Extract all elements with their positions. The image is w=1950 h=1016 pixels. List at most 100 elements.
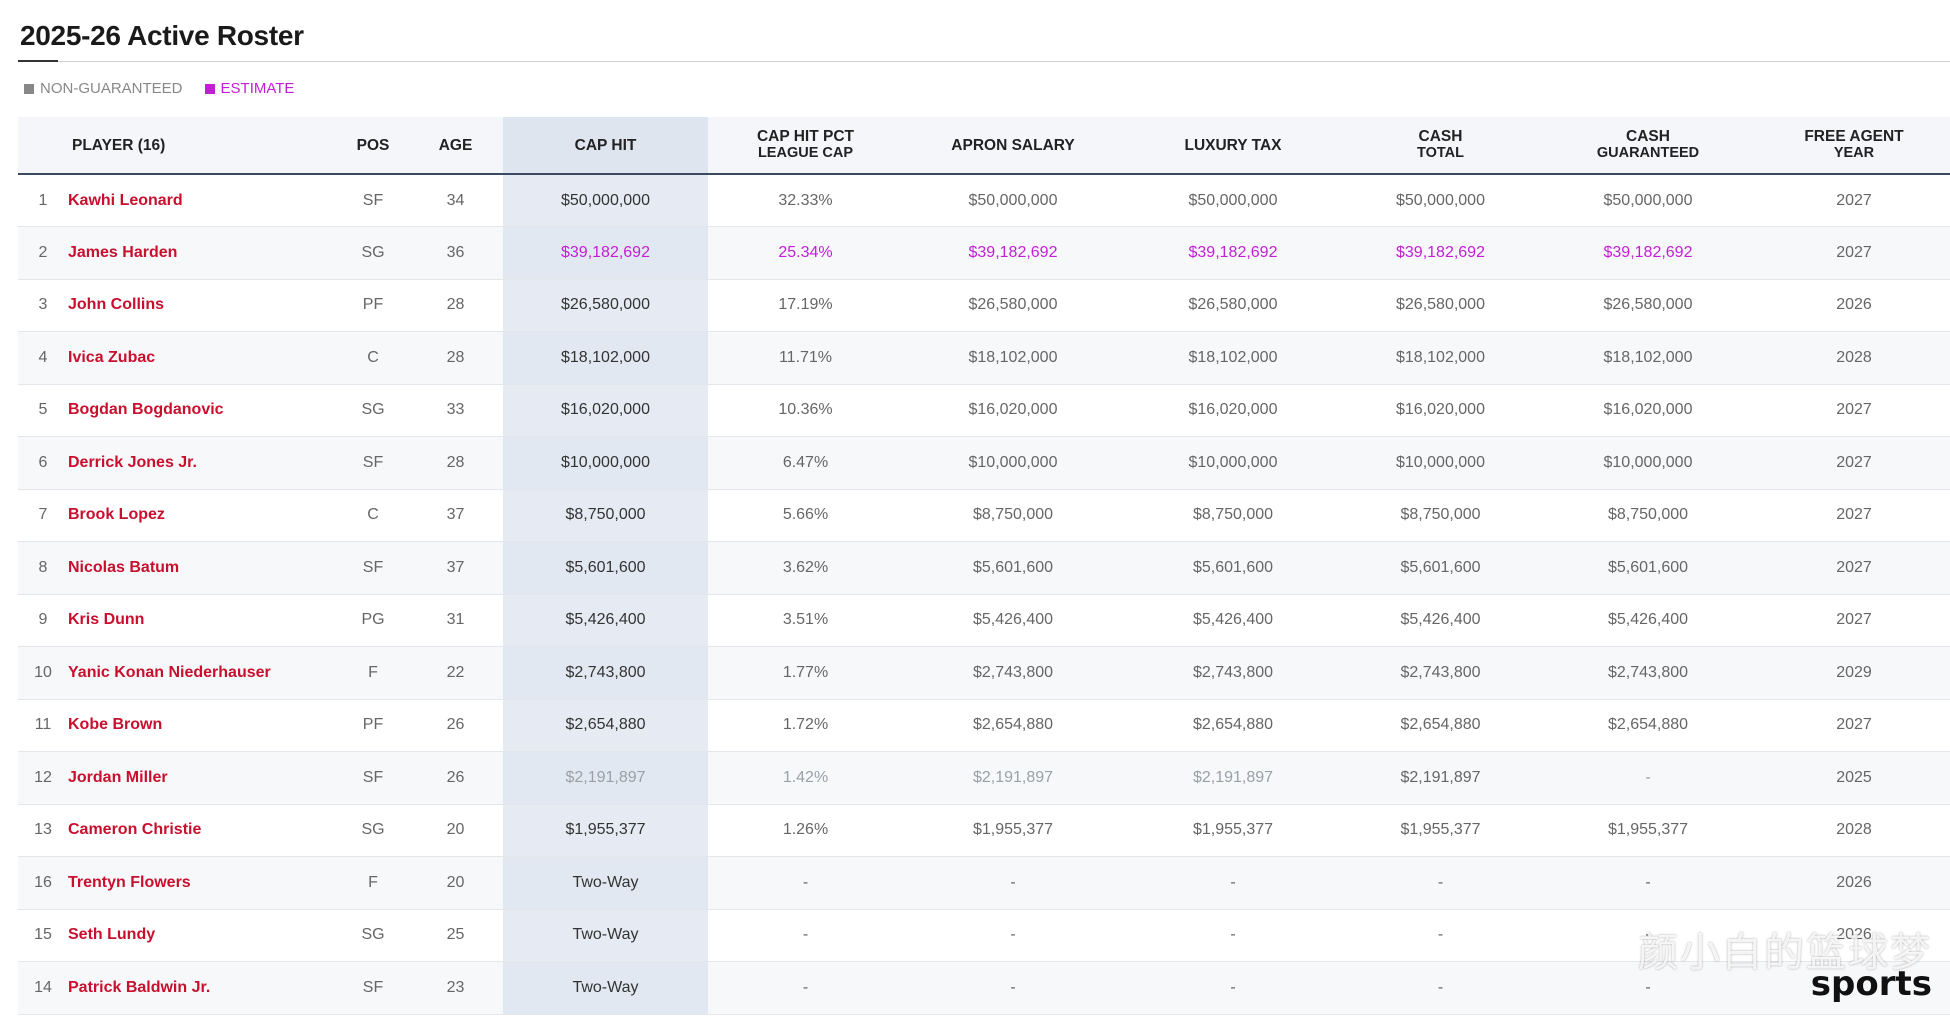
cap-hit-cell: Two-Way [503, 909, 708, 962]
player-link[interactable]: Nicolas Batum [68, 558, 180, 576]
player-position: PF [362, 716, 384, 734]
player-link[interactable]: Ivica Zubac [68, 348, 156, 366]
cash-guaranteed-cell: $50,000,000 [1603, 191, 1693, 209]
header-age[interactable]: AGE [438, 136, 473, 154]
player-link[interactable]: Seth Lundy [68, 926, 156, 944]
player-position: C [367, 506, 379, 524]
cap-hit-cell: $26,580,000 [503, 279, 708, 332]
cash-guaranteed-cell: - [1645, 926, 1651, 944]
luxury-tax-cell: $2,191,897 [1192, 768, 1274, 786]
title-accent-bar [18, 60, 58, 62]
cap-hit-cell: $1,955,377 [503, 804, 708, 857]
header-cash-guaranteed[interactable]: CASH GUARANTEED [1538, 117, 1758, 174]
table-row: 8 Nicolas Batum SF 37 $5,601,600 3.62% $5,601,… [18, 541, 1950, 595]
player-link[interactable]: Cameron Christie [68, 821, 202, 839]
free-agent-year-cell: 2027 [1836, 243, 1872, 261]
player-link[interactable]: Kawhi Leonard [68, 191, 183, 209]
player-name: Kawhi Leonard [68, 174, 338, 227]
player-link[interactable]: John Collins [68, 296, 164, 314]
cap-pct-cell: 1.72% [782, 716, 829, 734]
player-link[interactable]: Yanic Konan Niederhauser [68, 663, 271, 681]
cap-hit-cell: Two-Way [503, 856, 708, 909]
header-cap-pct[interactable]: CAP HIT PCT LEAGUE CAP [708, 117, 903, 174]
cash-guaranteed-cell: $18,102,000 [1603, 348, 1693, 366]
player-position: F [368, 873, 378, 891]
free-agent-year-cell: 2029 [1836, 663, 1872, 681]
header-apron-salary[interactable]: APRON SALARY [951, 136, 1075, 154]
row-rank: 6 [38, 453, 48, 471]
player-name: Seth Lundy [68, 909, 338, 962]
player-name: Bogdan Bogdanovic [68, 384, 338, 437]
row-rank: 15 [34, 926, 52, 944]
apron-salary-cell: $8,750,000 [972, 506, 1054, 524]
player-link[interactable]: Jordan Miller [68, 768, 168, 786]
apron-salary-cell: $39,182,692 [968, 243, 1058, 261]
cap-hit-cell: Two-Way [503, 961, 708, 1014]
free-agent-year-cell: 2028 [1836, 348, 1872, 366]
header-cash-guaranteed-line1: CASH [1626, 128, 1670, 145]
cap-hit-cell: $39,182,692 [503, 226, 708, 279]
row-rank: 13 [34, 821, 52, 839]
table-row: 15 Seth Lundy SG 25 Two-Way - - - - - 2026 [18, 909, 1950, 962]
luxury-tax-cell: $10,000,000 [1188, 453, 1278, 471]
row-rank: 9 [38, 611, 48, 629]
player-position: SF [362, 978, 384, 996]
free-agent-year-cell: 2027 [1836, 191, 1872, 209]
cap-hit-cell: $5,601,600 [503, 541, 708, 594]
legend-non-guaranteed-label: NON-GUARANTEED [40, 80, 183, 97]
player-link[interactable]: Patrick Baldwin Jr. [68, 978, 211, 996]
header-luxury-tax[interactable]: LUXURY TAX [1184, 136, 1282, 154]
player-link[interactable]: James Harden [68, 243, 178, 261]
cash-total-cell: $5,426,400 [1400, 611, 1481, 629]
header-free-agent-year[interactable]: FREE AGENT YEAR [1758, 117, 1950, 174]
cap-pct-cell: - [802, 978, 809, 996]
player-age: 37 [446, 506, 465, 524]
player-link[interactable]: Kris Dunn [68, 611, 145, 629]
player-link[interactable]: Kobe Brown [68, 716, 163, 734]
cap-pct-cell: 3.62% [782, 558, 829, 576]
player-position: SF [362, 768, 384, 786]
cash-total-cell: - [1437, 873, 1444, 891]
cash-total-cell: $26,580,000 [1396, 296, 1485, 314]
cash-guaranteed-cell: $39,182,692 [1603, 243, 1693, 261]
player-name: Nicolas Batum [68, 542, 338, 595]
player-position: SG [361, 821, 385, 839]
table-row: 6 Derrick Jones Jr. SF 28 $10,000,000 6.47% $1… [18, 436, 1950, 489]
player-link[interactable]: Derrick Jones Jr. [68, 453, 197, 471]
header-player[interactable]: PLAYER (16) [72, 136, 166, 154]
luxury-tax-cell: $2,743,800 [1192, 663, 1274, 681]
player-age: 31 [446, 611, 465, 629]
cash-total-cell: $2,191,897 [1400, 768, 1481, 786]
row-rank: 3 [38, 296, 48, 314]
cap-pct-cell: 1.26% [782, 821, 829, 839]
header-cap-hit[interactable]: CAP HIT [503, 117, 708, 174]
row-rank: 10 [34, 663, 52, 681]
cash-total-cell: $5,601,600 [1400, 558, 1481, 576]
player-link[interactable]: Brook Lopez [68, 506, 165, 524]
header-pos[interactable]: POS [356, 136, 390, 154]
cap-pct-cell: 11.71% [778, 348, 833, 366]
cash-total-cell: $1,955,377 [1400, 821, 1481, 839]
cash-guaranteed-cell: $10,000,000 [1603, 453, 1693, 471]
player-position: SF [362, 558, 384, 576]
row-rank: 14 [34, 978, 52, 996]
free-agent-year-cell [1758, 962, 1950, 1015]
cash-guaranteed-cell: - [1645, 873, 1651, 891]
header-cap-pct-line2: LEAGUE CAP [757, 145, 854, 161]
apron-salary-cell: $2,743,800 [972, 663, 1054, 681]
apron-salary-cell: $5,426,400 [972, 611, 1054, 629]
cash-guaranteed-cell: $16,020,000 [1603, 401, 1693, 419]
table-header-row: PLAYER (16) POS AGE CAP HIT CAP HIT PCT … [18, 117, 1950, 174]
cash-total-cell: - [1437, 926, 1444, 944]
player-name: Kris Dunn [68, 594, 338, 647]
luxury-tax-cell: $8,750,000 [1192, 506, 1274, 524]
roster-table-body: 1 Kawhi Leonard SF 34 $50,000,000 32.33% $50,0… [18, 174, 1950, 1014]
free-agent-year-cell: 2026 [1836, 873, 1872, 891]
table-row: 16 Trentyn Flowers F 20 Two-Way - - - - - 2026 [18, 856, 1950, 909]
player-link[interactable]: Trentyn Flowers [68, 873, 191, 891]
cap-hit-cell: $2,743,800 [503, 646, 708, 699]
player-link[interactable]: Bogdan Bogdanovic [68, 401, 224, 419]
player-age: 28 [446, 296, 465, 314]
header-cash-total[interactable]: CASH TOTAL [1343, 117, 1538, 174]
luxury-tax-cell: $5,426,400 [1192, 611, 1274, 629]
